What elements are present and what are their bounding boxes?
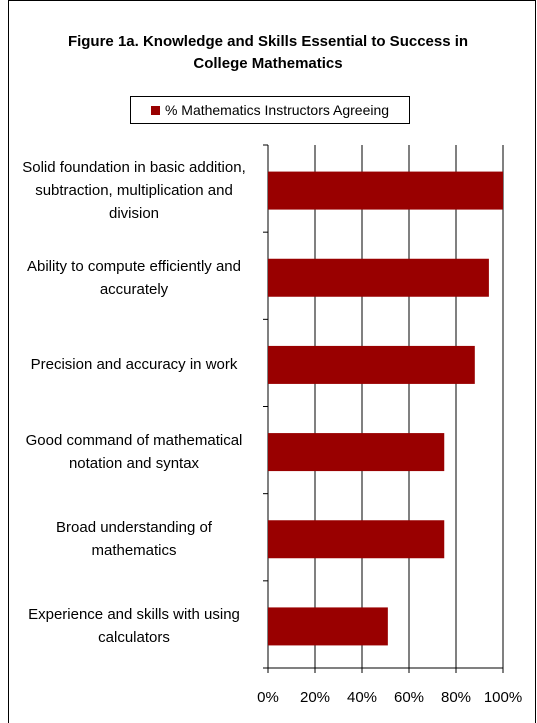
legend: % Mathematics Instructors Agreeing [130, 96, 410, 124]
legend-swatch [150, 105, 160, 115]
y-tick-label: Precision and accuracy in work [30, 356, 238, 374]
y-tick-label: Solid foundation in basic addition, subt… [22, 159, 246, 223]
x-tick-label: 20% [299, 689, 331, 706]
bar [268, 258, 489, 297]
frame [8, 0, 536, 723]
x-tick-label: 40% [346, 689, 378, 706]
y-tick-label: Broad understanding of mathematics [56, 519, 212, 560]
x-tick-label: 60% [393, 689, 425, 706]
x-tick-label: 0% [257, 689, 279, 706]
bar [268, 171, 503, 210]
y-tick-label: Ability to compute efficiently and accur… [26, 257, 241, 298]
y-tick-label: Good command of mathematical notation an… [25, 432, 243, 473]
chart-title: Figure 1a. Knowledge and Skills Essentia… [67, 33, 469, 72]
bar [268, 607, 388, 646]
bar [268, 520, 445, 559]
x-tick-label: 100% [483, 689, 523, 706]
x-tick-label: 80% [440, 689, 472, 706]
bar [268, 345, 475, 384]
bar [268, 433, 445, 472]
legend-label: % Mathematics Instructors Agreeing [164, 102, 390, 118]
y-tick-label: Experience and skills with using calcula… [28, 606, 240, 647]
